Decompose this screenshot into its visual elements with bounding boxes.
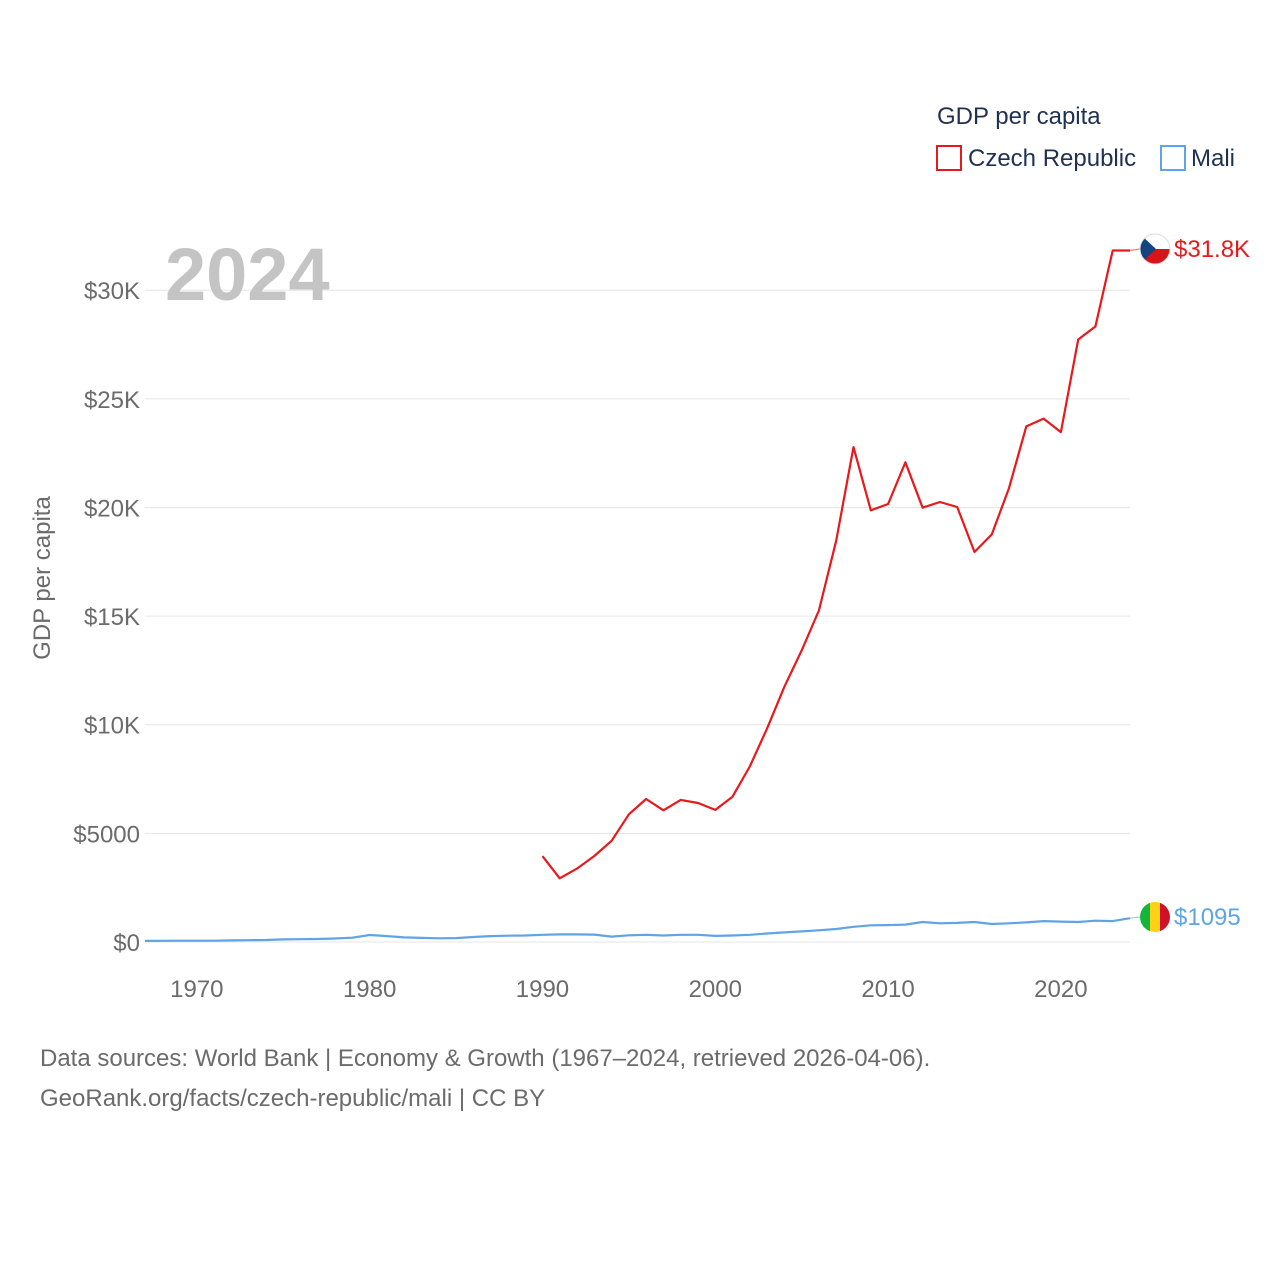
legend: GDP per capita Czech Republic Mali (936, 103, 1235, 172)
attribution-caption[interactable]: GeoRank.org/facts/czech-republic/mali | … (40, 1085, 546, 1112)
x-tick-label: 2000 (689, 976, 742, 1003)
czech-republic-end-label: $31.8K (1174, 236, 1250, 263)
y-tick-label: $30K (84, 278, 140, 305)
y-axis-label: GDP per capita (29, 496, 56, 660)
y-tick-label: $25K (84, 387, 140, 414)
x-tick-label: 1980 (343, 976, 396, 1003)
x-tick-label: 2010 (861, 976, 914, 1003)
end-connector (1129, 916, 1141, 919)
x-axis-ticks: 1970 1980 1990 2000 2010 2020 (170, 976, 1087, 1003)
mali-flag-icon (1140, 902, 1170, 932)
y-tick-label: $5000 (73, 821, 140, 848)
year-watermark: 2024 (165, 233, 330, 316)
x-tick-label: 1990 (516, 976, 569, 1003)
series-line-czech-republic[interactable] (541, 249, 1131, 880)
legend-title: GDP per capita (937, 103, 1101, 130)
mali-end-label: $1095 (1174, 904, 1241, 931)
data-source-caption: Data sources: World Bank | Economy & Gro… (40, 1045, 931, 1072)
y-tick-label: $0 (113, 930, 140, 957)
series-layer (144, 248, 1141, 943)
y-tick-label: $15K (84, 604, 140, 631)
y-tick-label: $20K (84, 495, 140, 522)
y-axis-ticks: $0 $5000 $10K $15K $20K $25K $30K (73, 278, 140, 957)
end-connector (1129, 248, 1141, 252)
legend-swatch-czech-republic[interactable] (936, 145, 962, 171)
x-tick-label: 1970 (170, 976, 223, 1003)
legend-label-mali[interactable]: Mali (1191, 145, 1235, 172)
x-tick-label: 2020 (1034, 976, 1087, 1003)
y-tick-label: $10K (84, 713, 140, 740)
czech-flag-icon (1140, 234, 1170, 264)
legend-swatch-mali[interactable] (1160, 145, 1186, 171)
gridlines (145, 289, 1130, 943)
series-line-mali[interactable] (144, 917, 1131, 943)
legend-label-czech-republic[interactable]: Czech Republic (968, 145, 1136, 172)
